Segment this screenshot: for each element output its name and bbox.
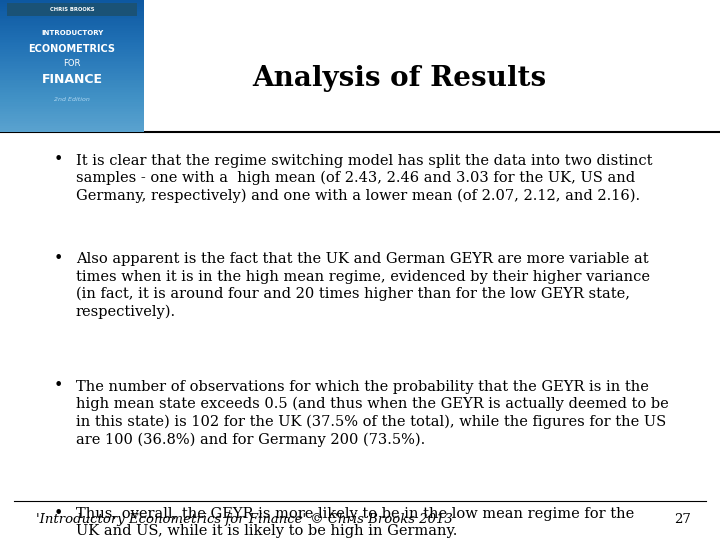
Text: Analysis of Results: Analysis of Results (253, 65, 546, 92)
Text: CHRIS BROOKS: CHRIS BROOKS (50, 7, 94, 12)
Text: Also apparent is the fact that the UK and German GEYR are more variable at
times: Also apparent is the fact that the UK an… (76, 252, 649, 319)
Text: INTRODUCTORY: INTRODUCTORY (41, 30, 103, 36)
Text: It is clear that the regime switching model has split the data into two distinct: It is clear that the regime switching mo… (76, 154, 652, 203)
Bar (7, 3, 137, 16)
Text: •: • (54, 505, 63, 521)
Text: The number of observations for which the probability that the GEYR is in the
hig: The number of observations for which the… (76, 380, 668, 447)
Text: 27: 27 (675, 513, 691, 526)
Text: •: • (54, 251, 63, 266)
Text: FINANCE: FINANCE (42, 73, 102, 86)
Text: •: • (54, 378, 63, 393)
Text: •: • (54, 152, 63, 167)
Text: Thus, overall, the GEYR is more likely to be in the low mean regime for the
UK a: Thus, overall, the GEYR is more likely t… (76, 508, 634, 538)
Text: 'Introductory Econometrics for Finance' © Chris Brooks 2013: 'Introductory Econometrics for Finance' … (36, 513, 453, 526)
Text: ECONOMETRICS: ECONOMETRICS (29, 44, 115, 54)
Text: 2nd Edition: 2nd Edition (54, 97, 90, 102)
Text: FOR: FOR (63, 59, 81, 68)
